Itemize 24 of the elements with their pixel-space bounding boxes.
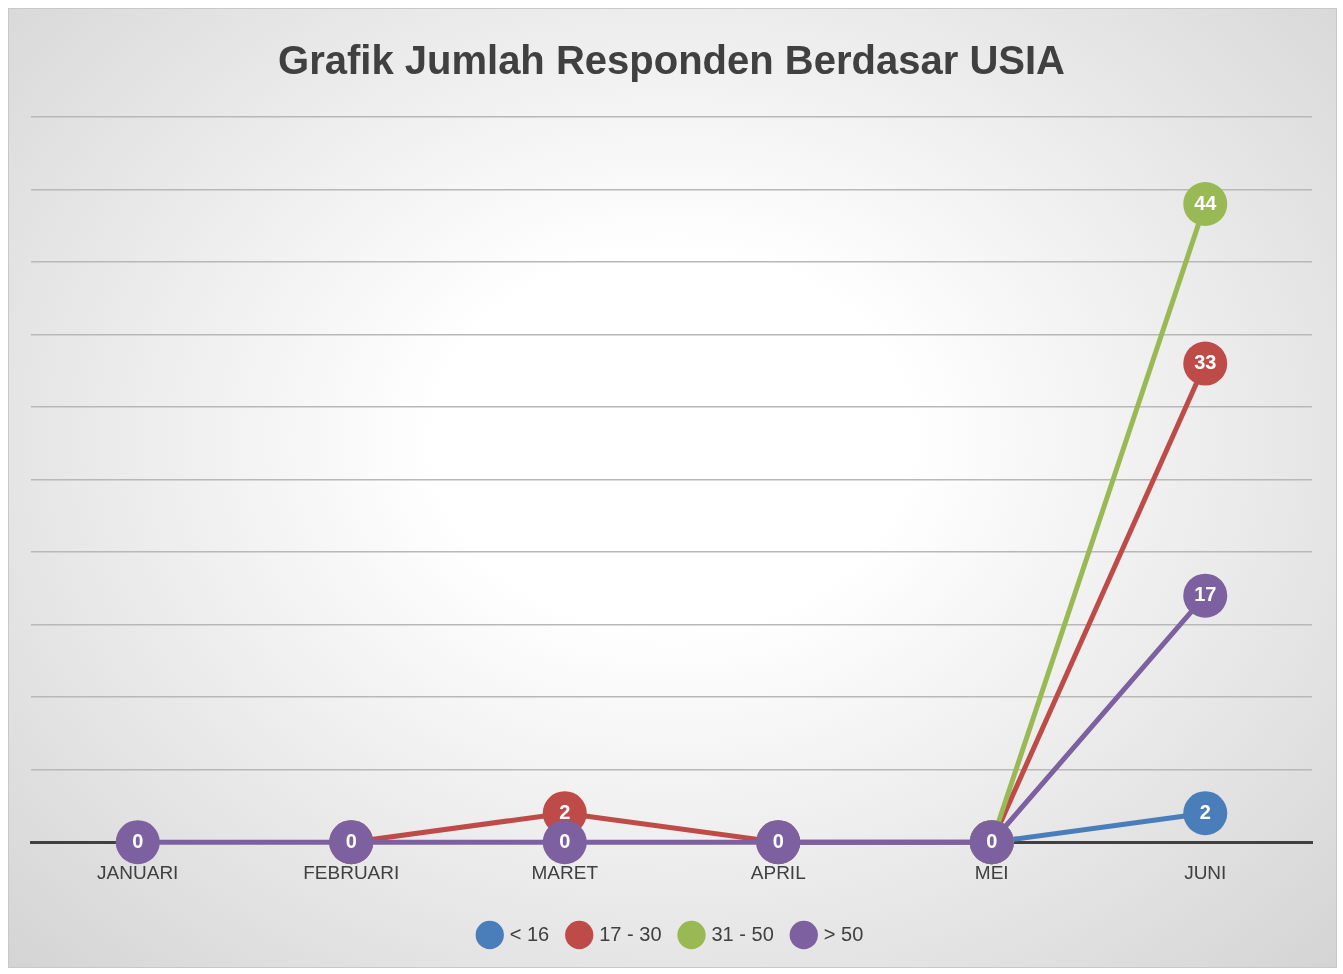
x-tick-label: APRIL [750,861,806,883]
legend-label: > 50 [823,922,864,945]
point [115,820,160,865]
x-tick-label: FEBRUARI [303,861,400,883]
legend-label: < 16 [509,922,550,945]
data-label: 2 [1199,800,1211,823]
data-label: 0 [559,829,571,852]
data-label: 44 [1194,191,1218,214]
data-label: 0 [132,829,144,852]
point [1183,791,1228,836]
data-label: 33 [1194,351,1217,374]
x-tick-label: MARET [531,861,599,883]
data-label: 0 [986,829,998,852]
data-label: 2 [559,800,571,823]
x-tick-label: JUNI [1184,861,1227,883]
data-label: 17 [1194,583,1217,606]
x-tick-label: JANUARI [97,861,179,883]
legend-label: 17 - 30 [599,922,662,945]
chart-title: Grafik Jumlah Responden Berdasar USIA [278,38,1065,83]
point [542,820,587,865]
x-tick-label: MEI [974,861,1009,883]
legend-label: 31 - 50 [711,922,774,945]
data-label: 0 [345,829,357,852]
data-label: 0 [772,829,784,852]
